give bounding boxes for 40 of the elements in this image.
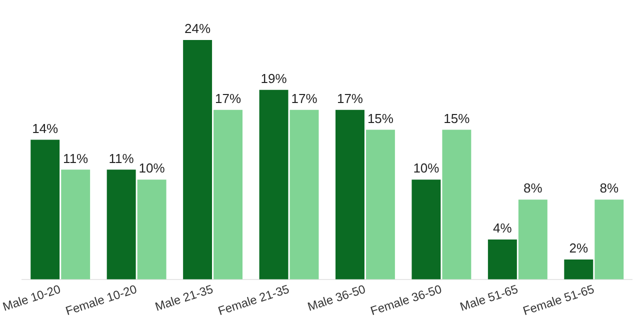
data-label: 10% [413,160,440,176]
data-label: 19% [260,70,288,86]
data-label: 17% [291,90,318,106]
data-label: 15% [444,110,470,126]
x-tick-label: Male 36-50 [306,282,368,314]
bar [366,130,395,280]
x-tick-label: Female 51-65 [521,282,596,318]
x-tick-label: Male 21-35 [153,282,216,314]
bar [488,240,517,280]
bar [259,90,288,280]
data-label: 11% [108,150,134,166]
bar [564,259,594,280]
bar [290,110,319,280]
x-tick-label: Female 21-35 [216,282,292,318]
data-label: 2% [569,240,588,256]
bar [61,170,90,280]
bar [214,110,243,280]
bar [137,180,166,280]
x-tick-label: Male 51-65 [458,282,520,314]
bar [412,180,441,280]
x-tick-label: Female 10-20 [64,282,139,318]
data-label: 14% [32,120,59,136]
data-label: 10% [138,160,166,176]
bar [183,40,212,280]
x-tick-label: Male 10-20 [0,282,63,314]
data-label: 17% [215,90,242,106]
data-label: 4% [493,220,512,236]
data-label: 15% [367,110,394,126]
data-label: 24% [184,21,211,36]
x-tick-label: Female 36-50 [368,282,444,318]
bar [442,130,472,280]
bar [336,110,364,280]
bar [106,170,136,280]
bar [594,200,624,280]
data-label: 8% [524,180,543,196]
bar [518,200,548,280]
data-label: 17% [336,90,364,106]
data-label: 11% [63,150,89,166]
data-label: 8% [600,180,619,196]
bar [30,140,60,280]
